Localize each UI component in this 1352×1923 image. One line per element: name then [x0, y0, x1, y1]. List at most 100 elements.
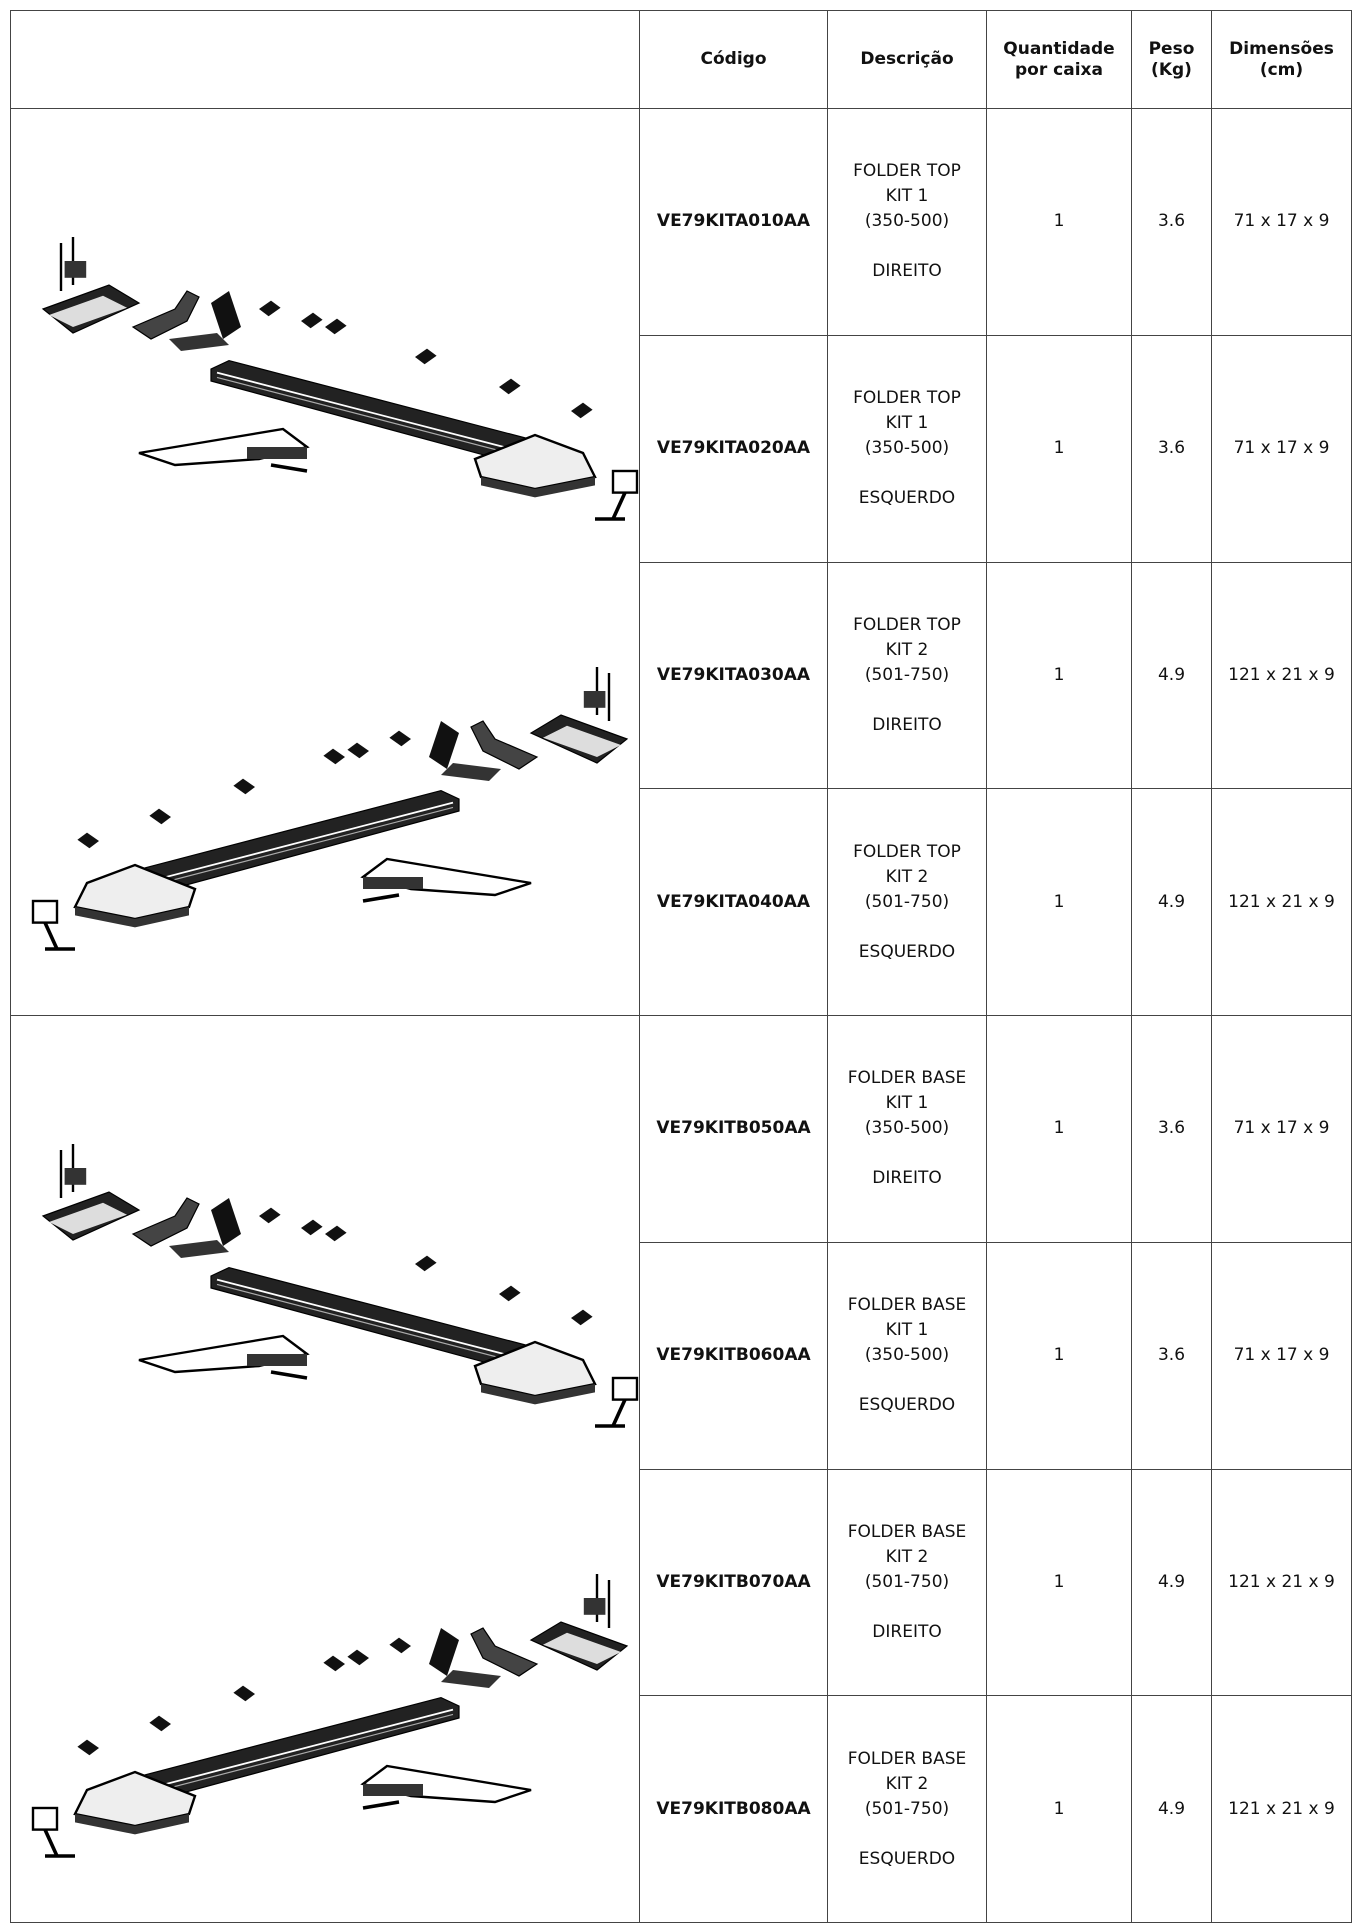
header-cell: Descrição — [827, 10, 987, 109]
product-row: VE79KITB050AA FOLDER BASE KIT 1 (350-500) DI… — [10, 1015, 1352, 1923]
description-line: FOLDER BASE — [847, 1068, 967, 1089]
header-cell: Código — [639, 10, 828, 109]
description-line: KIT 2 — [885, 1773, 929, 1794]
spacer — [832, 234, 982, 259]
code-cell: VE79KITA030AA — [639, 561, 828, 790]
spacer — [832, 1595, 982, 1620]
side-label: ESQUERDO — [858, 1395, 956, 1416]
weight-cell: 4.9 — [1131, 561, 1212, 790]
quantity-cell: 1 — [986, 1015, 1132, 1243]
description-cell: FOLDER BASE KIT 2 (501-750) ESQUERDO — [827, 1695, 987, 1923]
description-cell: FOLDER TOP KIT 2 (501-750) DIREITO — [827, 561, 987, 790]
description-line: KIT 1 — [885, 1320, 929, 1341]
description-line: (350-500) — [864, 438, 950, 459]
dimensions-cell: 71 x 17 x 9 — [1211, 108, 1352, 336]
code-cell: VE79KITA040AA — [639, 788, 828, 1016]
header-cell: Dimensões (cm) — [1211, 10, 1352, 109]
side-label: ESQUERDO — [858, 1848, 956, 1869]
kit-drawings — [31, 1142, 639, 1858]
quantity-cell: 1 — [986, 788, 1132, 1016]
description-line: FOLDER TOP — [853, 388, 961, 409]
description-line: (501-750) — [864, 1571, 950, 1592]
dimensions-cell: 71 x 17 x 9 — [1211, 334, 1352, 563]
kit-drawings — [31, 235, 639, 951]
product-row: VE79KITB070AA FOLDER BASE KIT 2 (501-750) DI… — [11, 1468, 1352, 1697]
product-row: VE79KITB060AA FOLDER BASE KIT 1 (350-500) ES… — [11, 1241, 1352, 1470]
code-cell: VE79KITB050AA — [639, 1015, 828, 1243]
weight-cell: 3.6 — [1131, 108, 1212, 336]
quantity-cell: 1 — [986, 334, 1132, 563]
dimensions-cell: 121 x 21 x 9 — [1211, 1468, 1352, 1697]
description-line: FOLDER TOP — [853, 841, 961, 862]
product-row: VE79KITB080AA FOLDER BASE KIT 2 (501-750) ES… — [11, 1695, 1352, 1923]
product-image-cell — [10, 108, 640, 1016]
product-row: VE79KITA030AA FOLDER TOP KIT 2 (501-750) DIR… — [11, 561, 1352, 790]
quantity-cell: 1 — [986, 1468, 1132, 1697]
description-line: KIT 1 — [885, 413, 929, 434]
weight-cell: 4.9 — [1131, 788, 1212, 1016]
quantity-cell: 1 — [986, 108, 1132, 336]
side-label: DIREITO — [872, 714, 942, 735]
description-line: (501-750) — [864, 891, 950, 912]
header-empty — [10, 10, 640, 109]
description-line: (350-500) — [864, 211, 950, 232]
description-line: KIT 2 — [885, 866, 929, 887]
description-line: KIT 1 — [885, 1093, 929, 1114]
side-label: DIREITO — [872, 1621, 942, 1642]
quantity-cell: 1 — [986, 1695, 1132, 1923]
code-cell: VE79KITA010AA — [639, 108, 828, 336]
spacer — [832, 1822, 982, 1847]
product-row: VE79KITA010AA FOLDER TOP KIT 1 (350-500) DIR… — [10, 108, 1352, 1016]
header-row: Código Descrição Quantidade por caixa Peso … — [10, 10, 1352, 109]
product-image-cell — [10, 1015, 640, 1923]
side-label: DIREITO — [872, 261, 942, 282]
description-cell: FOLDER BASE KIT 1 (350-500) DIREITO — [827, 1015, 987, 1243]
weight-cell: 3.6 — [1131, 1015, 1212, 1243]
spacer — [832, 688, 982, 713]
product-table: Código Descrição Quantidade por caixa Peso … — [10, 10, 1352, 1923]
dimensions-cell: 71 x 17 x 9 — [1211, 1015, 1352, 1243]
code-cell: VE79KITB060AA — [639, 1241, 828, 1470]
spacer — [832, 461, 982, 486]
side-label: DIREITO — [872, 1168, 942, 1189]
header-cell: Quantidade por caixa — [986, 10, 1132, 109]
description-cell: FOLDER TOP KIT 1 (350-500) ESQUERDO — [827, 334, 987, 563]
weight-cell: 4.9 — [1131, 1468, 1212, 1697]
spacer — [832, 915, 982, 940]
description-line: FOLDER BASE — [847, 1521, 967, 1542]
description-line: FOLDER BASE — [847, 1295, 967, 1316]
weight-cell: 3.6 — [1131, 1241, 1212, 1470]
description-cell: FOLDER BASE KIT 1 (350-500) ESQUERDO — [827, 1241, 987, 1470]
dimensions-cell: 121 x 21 x 9 — [1211, 788, 1352, 1016]
header-cell: Peso (Kg) — [1131, 10, 1212, 109]
side-label: ESQUERDO — [858, 488, 956, 509]
side-label: ESQUERDO — [858, 941, 956, 962]
description-cell: FOLDER TOP KIT 2 (501-750) ESQUERDO — [827, 788, 987, 1016]
description-line: KIT 2 — [885, 639, 929, 660]
dimensions-cell: 71 x 17 x 9 — [1211, 1241, 1352, 1470]
code-cell: VE79KITB070AA — [639, 1468, 828, 1697]
description-cell: FOLDER TOP KIT 1 (350-500) DIREITO — [827, 108, 987, 336]
description-line: (501-750) — [864, 1798, 950, 1819]
description-line: (350-500) — [864, 1118, 950, 1139]
product-row: VE79KITA020AA FOLDER TOP KIT 1 (350-500) ESQ… — [11, 334, 1352, 563]
description-line: FOLDER BASE — [847, 1748, 967, 1769]
dimensions-cell: 121 x 21 x 9 — [1211, 561, 1352, 790]
code-cell: VE79KITB080AA — [639, 1695, 828, 1923]
spacer — [832, 1368, 982, 1393]
description-line: (501-750) — [864, 664, 950, 685]
dimensions-cell: 121 x 21 x 9 — [1211, 1695, 1352, 1923]
description-line: (350-500) — [864, 1345, 950, 1366]
quantity-cell: 1 — [986, 1241, 1132, 1470]
product-row: VE79KITA040AA FOLDER TOP KIT 2 (501-750) ESQ… — [11, 788, 1352, 1016]
description-line: FOLDER TOP — [853, 614, 961, 635]
weight-cell: 4.9 — [1131, 1695, 1212, 1923]
weight-cell: 3.6 — [1131, 334, 1212, 563]
spacer — [832, 1141, 982, 1166]
description-line: FOLDER TOP — [853, 161, 961, 182]
description-line: KIT 1 — [885, 186, 929, 207]
quantity-cell: 1 — [986, 561, 1132, 790]
description-cell: FOLDER BASE KIT 2 (501-750) DIREITO — [827, 1468, 987, 1697]
code-cell: VE79KITA020AA — [639, 334, 828, 563]
